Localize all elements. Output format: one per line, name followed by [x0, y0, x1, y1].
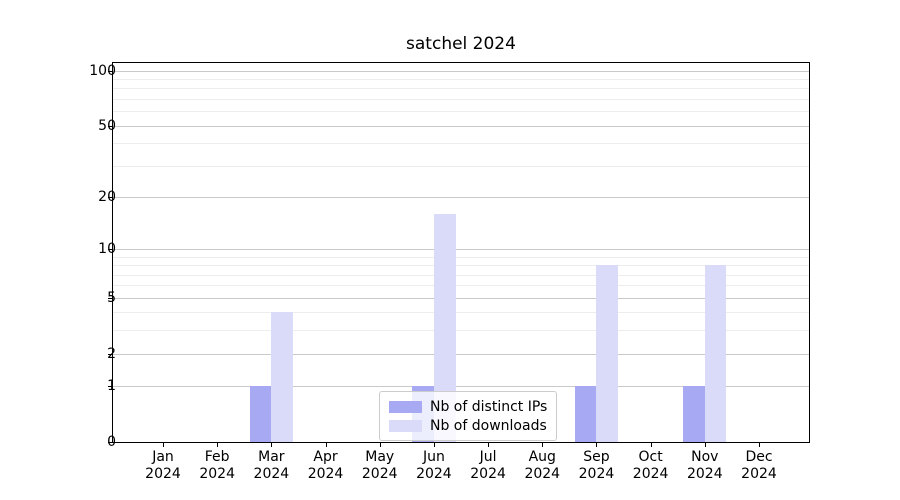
gridline-minor: [113, 78, 809, 80]
x-tick-label: May 2024: [361, 449, 398, 482]
gridline-minor: [113, 274, 809, 276]
x-tick: [542, 443, 544, 447]
gridline-minor: [113, 285, 809, 287]
gridline-minor: [113, 256, 809, 258]
x-tick: [325, 443, 327, 447]
gridline-major: [113, 297, 809, 299]
gridline-minor: [113, 165, 809, 167]
x-tick: [271, 443, 273, 447]
x-tick: [433, 443, 435, 447]
y-tick: [108, 70, 112, 72]
gridline-minor: [113, 265, 809, 267]
x-tick-label: Sep 2024: [578, 449, 615, 482]
x-tick-label: Aug 2024: [524, 449, 561, 482]
y-tick: [108, 249, 112, 251]
x-tick: [704, 443, 706, 447]
y-tick-label: 20: [98, 188, 116, 205]
gridline-minor: [113, 111, 809, 113]
legend: Nb of distinct IPs Nb of downloads: [379, 391, 558, 441]
y-tick: [108, 297, 112, 299]
legend-swatch: [389, 419, 422, 432]
legend-swatch: [389, 400, 422, 413]
chart-title: satchel 2024: [406, 34, 516, 54]
x-tick: [759, 443, 760, 447]
gridline-minor: [113, 330, 809, 332]
y-tick: [108, 353, 112, 355]
x-tick: [217, 443, 219, 447]
y-tick-label: 5: [107, 289, 116, 306]
x-tick-label: Jul 2024: [470, 449, 506, 482]
y-tick-label: 1: [107, 378, 116, 395]
y-tick: [108, 442, 112, 443]
bar: [574, 386, 597, 442]
gridline-major: [113, 196, 809, 198]
bar: [596, 265, 619, 442]
x-tick-label: Apr 2024: [307, 449, 344, 482]
y-tick-label: 0: [107, 434, 116, 450]
legend-row: Nb of distinct IPs: [389, 397, 547, 416]
x-tick-label: Jun 2024: [416, 449, 452, 482]
y-tick: [108, 386, 112, 388]
bar: [704, 265, 727, 442]
x-tick: [163, 443, 164, 447]
gridline-minor: [113, 312, 809, 314]
y-tick-label: 10: [98, 241, 116, 258]
x-tick-label: Oct 2024: [632, 449, 669, 482]
x-tick: [596, 443, 598, 447]
y-tick-label: 100: [89, 62, 116, 79]
bar: [249, 386, 272, 442]
y-tick-label: 50: [98, 117, 116, 134]
x-tick-label: Mar 2024: [253, 449, 290, 482]
legend-label: Nb of downloads: [430, 417, 547, 434]
gridline-major: [113, 125, 809, 127]
y-tick: [108, 196, 112, 198]
y-tick-label: 2: [107, 345, 116, 362]
x-tick: [650, 443, 652, 447]
x-tick: [488, 443, 490, 447]
x-tick-label: Nov 2024: [686, 449, 723, 482]
x-tick-label: Jan 2024: [145, 449, 181, 482]
x-tick-label: Dec 2024: [741, 449, 777, 482]
bar: [271, 312, 294, 442]
legend-row: Nb of downloads: [389, 416, 547, 435]
x-tick-label: Feb 2024: [199, 449, 235, 482]
gridline-minor: [113, 143, 809, 145]
gridline-major: [113, 249, 809, 251]
gridline-major: [113, 70, 809, 72]
bar: [433, 213, 456, 442]
gridline-major: [113, 386, 809, 388]
x-tick: [379, 443, 381, 447]
gridline-major: [113, 353, 809, 355]
y-tick: [108, 125, 112, 127]
legend-label: Nb of distinct IPs: [430, 398, 548, 415]
bar: [683, 386, 705, 442]
plot-area: Nb of distinct IPs Nb of downloads: [108, 62, 810, 447]
gridline-minor: [113, 98, 809, 100]
gridline-minor: [113, 88, 809, 90]
